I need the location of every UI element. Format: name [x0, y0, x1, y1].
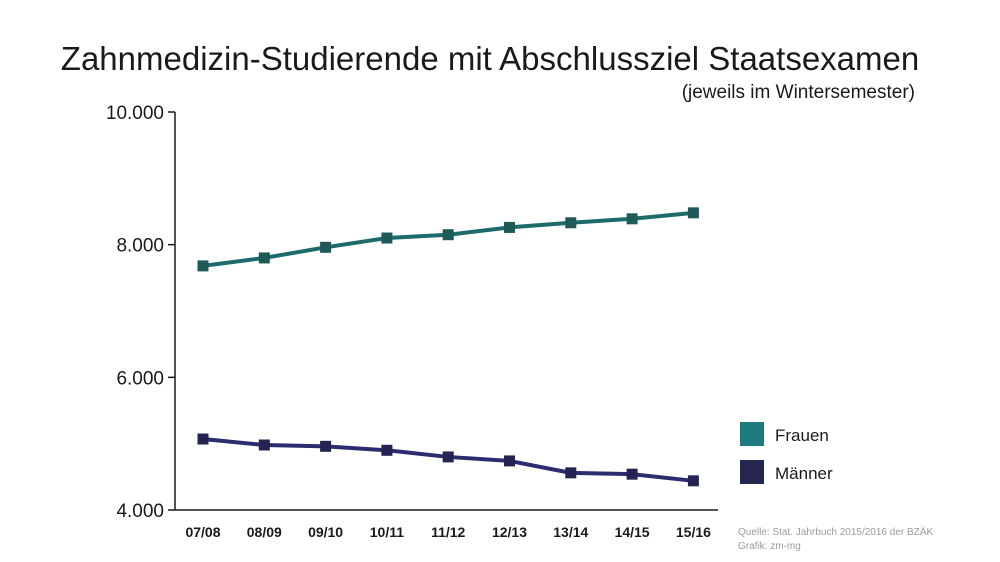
- chart-title: Zahnmedizin-Studierende mit Abschlusszie…: [61, 40, 919, 77]
- x-tick-label: 11/12: [431, 524, 465, 540]
- data-point-maenner: [565, 467, 577, 479]
- legend: Frauen Männer: [740, 422, 833, 484]
- y-tick-label: 8.000: [116, 236, 164, 257]
- data-point-maenner: [258, 439, 270, 451]
- data-point-frauen: [626, 213, 638, 225]
- legend-swatch-maenner: [740, 460, 764, 484]
- data-point-frauen: [565, 217, 577, 229]
- x-ticks: 07/08 08/09 09/10 10/11 11/12 12/13 13/14 14/15…: [185, 524, 711, 540]
- data-point-frauen: [504, 221, 515, 233]
- source-line-1: Quelle: Stat. Jahrbuch 2015/2016 der BZÄ…: [738, 526, 933, 538]
- data-point-maenner: [320, 440, 332, 452]
- series-group: [197, 207, 699, 487]
- data-point-maenner: [504, 455, 515, 467]
- x-tick-label: 12/13: [492, 524, 527, 540]
- y-tick-label: 4.000: [116, 501, 164, 522]
- x-tick-label: 15/16: [676, 524, 711, 540]
- data-point-maenner: [687, 475, 699, 487]
- data-point-maenner: [626, 468, 638, 480]
- y-tick-label: 10.000: [106, 103, 164, 124]
- data-point-frauen: [442, 229, 454, 241]
- data-point-maenner: [442, 451, 454, 463]
- axes: [174, 112, 718, 511]
- x-tick-label: 13/14: [553, 524, 588, 540]
- x-tick-label: 08/09: [247, 524, 282, 540]
- legend-label-maenner: Männer: [775, 464, 833, 483]
- data-point-frauen: [258, 252, 270, 264]
- legend-label-frauen: Frauen: [775, 426, 829, 445]
- legend-swatch-frauen: [740, 422, 764, 446]
- data-point-maenner: [381, 444, 393, 456]
- x-tick-label: 10/11: [370, 524, 404, 540]
- y-ticks: 4.000 6.000 8.000 10.000: [106, 103, 175, 522]
- chart-subtitle: (jeweils im Wintersemester): [682, 82, 915, 103]
- x-tick-label: 09/10: [308, 524, 343, 540]
- data-point-frauen: [197, 260, 209, 272]
- x-tick-label: 07/08: [185, 524, 220, 540]
- data-point-frauen: [320, 241, 332, 253]
- data-point-frauen: [687, 207, 699, 219]
- data-point-maenner: [197, 433, 209, 445]
- x-tick-label: 14/15: [615, 524, 650, 540]
- y-tick-label: 6.000: [116, 368, 164, 389]
- data-point-frauen: [381, 232, 393, 244]
- source-line-2: Grafik: zm-mg: [738, 541, 801, 552]
